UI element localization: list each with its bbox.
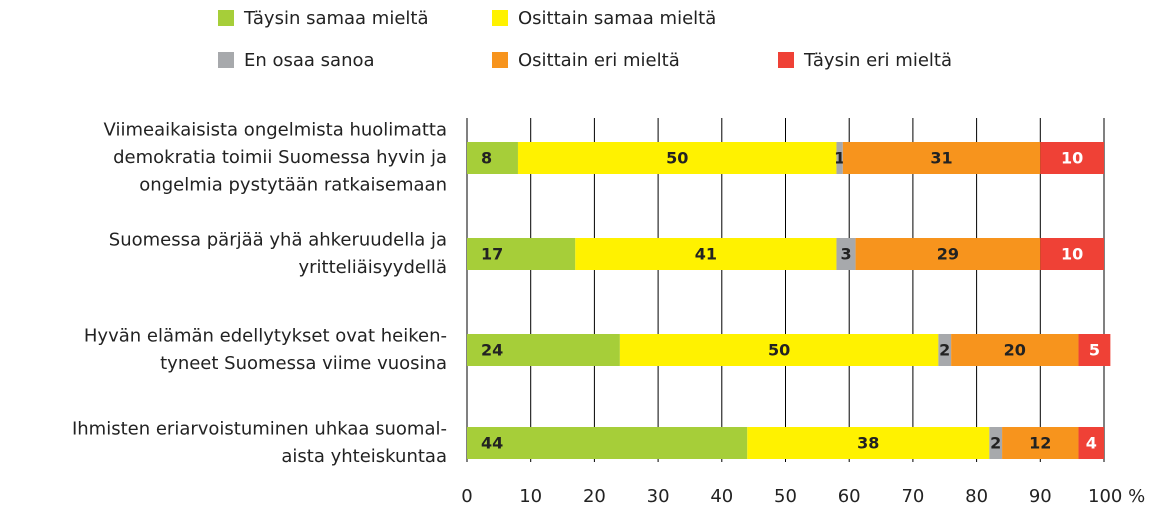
x-tick-label: 0 bbox=[461, 486, 472, 507]
data-label: 38 bbox=[857, 434, 879, 453]
bar-segment bbox=[747, 427, 990, 459]
data-label: 3 bbox=[840, 245, 851, 264]
x-tick-label: 20 bbox=[583, 486, 606, 507]
category-label: Ihmisten eriarvoistuminen uhkaa suomal- bbox=[72, 418, 447, 439]
x-tick-label: 10 bbox=[519, 486, 542, 507]
bar-segment bbox=[836, 142, 843, 174]
x-tick-label: 90 bbox=[1029, 486, 1052, 507]
bar-segment bbox=[575, 238, 837, 270]
x-tick-label: 70 bbox=[901, 486, 924, 507]
legend-label: Osittain samaa mieltä bbox=[518, 8, 716, 29]
legend-swatch bbox=[492, 10, 508, 26]
legend-label: En osaa sanoa bbox=[244, 50, 375, 71]
data-label: 2 bbox=[990, 434, 1001, 453]
bar-segment bbox=[467, 238, 576, 270]
data-label: 2 bbox=[939, 341, 950, 360]
x-tick-label: 30 bbox=[647, 486, 670, 507]
legend-label: Osittain eri mieltä bbox=[518, 50, 680, 71]
data-label: 24 bbox=[481, 341, 503, 360]
bar-segment bbox=[1078, 427, 1104, 459]
legend-swatch bbox=[218, 52, 234, 68]
category-label: demokratia toimii Suomessa hyvin ja bbox=[113, 147, 447, 168]
x-tick-label: 80 bbox=[965, 486, 988, 507]
bar-segment bbox=[855, 238, 1041, 270]
category-label: Hyvän elämän edellytykset ovat heiken- bbox=[84, 325, 447, 346]
legend-label: Täysin eri mieltä bbox=[803, 50, 952, 71]
x-tick-label: 60 bbox=[838, 486, 861, 507]
data-label: 1 bbox=[834, 149, 845, 168]
bar-segment bbox=[467, 334, 620, 366]
legend-label: Täysin samaa mieltä bbox=[243, 8, 429, 29]
data-label: 4 bbox=[1086, 434, 1097, 453]
bar-segment bbox=[989, 427, 1003, 459]
data-label: 10 bbox=[1061, 245, 1083, 264]
data-label: 10 bbox=[1061, 149, 1083, 168]
x-tick-label: 40 bbox=[710, 486, 733, 507]
bar-segment bbox=[938, 334, 952, 366]
legend-swatch bbox=[218, 10, 234, 26]
legend-swatch bbox=[492, 52, 508, 68]
x-tick-label: 50 bbox=[774, 486, 797, 507]
bar-segment bbox=[517, 142, 837, 174]
bar-segment bbox=[842, 142, 1041, 174]
category-label: Suomessa pärjää yhä ahkeruudella ja bbox=[109, 229, 447, 250]
data-label: 29 bbox=[937, 245, 959, 264]
data-label: 5 bbox=[1089, 341, 1100, 360]
bar-segment bbox=[1078, 334, 1111, 366]
bar-segment bbox=[1040, 238, 1104, 270]
data-label: 8 bbox=[481, 149, 492, 168]
bar-segment bbox=[951, 334, 1079, 366]
bar-segment bbox=[467, 142, 518, 174]
category-label: aista yhteiskuntaa bbox=[281, 446, 447, 467]
data-label: 44 bbox=[481, 434, 503, 453]
bar-segment bbox=[836, 238, 856, 270]
category-label: ongelmia pystytään ratkaisemaan bbox=[139, 175, 447, 196]
category-label: tyneet Suomessa viime vuosina bbox=[160, 353, 447, 374]
data-label: 41 bbox=[695, 245, 717, 264]
data-label: 20 bbox=[1004, 341, 1026, 360]
bar-segment bbox=[619, 334, 939, 366]
bar-segment bbox=[467, 427, 748, 459]
bar-segment bbox=[1040, 142, 1104, 174]
legend-swatch bbox=[778, 52, 794, 68]
data-label: 50 bbox=[666, 149, 688, 168]
category-label: Viimeaikaisista ongelmista huolimatta bbox=[104, 120, 447, 141]
category-label: yritteliäisyydellä bbox=[299, 257, 448, 278]
x-tick-label: 100 % bbox=[1088, 486, 1145, 507]
data-label: 50 bbox=[768, 341, 790, 360]
data-label: 17 bbox=[481, 245, 503, 264]
data-label: 31 bbox=[930, 149, 952, 168]
bar-segment bbox=[1002, 427, 1079, 459]
data-label: 12 bbox=[1029, 434, 1051, 453]
